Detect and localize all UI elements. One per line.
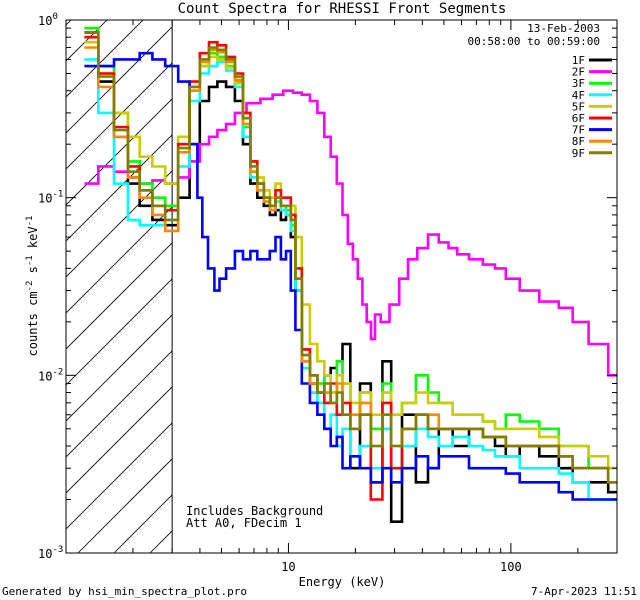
- y-tick-labels: 100 10-1 10-2 10-3: [38, 12, 63, 561]
- chart-title: Count Spectra for RHESSI Front Segments: [178, 1, 507, 17]
- y-tick-label: 10-3: [38, 545, 63, 561]
- legend-label-5F: 5F: [572, 100, 585, 113]
- x-tick-label: 100: [500, 560, 522, 574]
- legend-label-3F: 3F: [572, 77, 585, 90]
- hatch-line: [66, 206, 173, 314]
- hatch-line: [66, 20, 108, 62]
- date-label: 13-Feb-2003: [527, 22, 600, 35]
- annotation-background: Includes Background: [186, 504, 323, 518]
- hatch-line: [66, 422, 173, 530]
- x-tick-labels: 10 100: [281, 560, 522, 574]
- legend-label-1F: 1F: [572, 54, 585, 67]
- hatch-line: [66, 20, 144, 98]
- x-tick-label: 10: [281, 560, 295, 574]
- y-tick-label: 100: [38, 12, 58, 28]
- legend-label-6F: 6F: [572, 112, 585, 125]
- hatch-line: [66, 386, 173, 494]
- axis-ticks: [65, 19, 618, 554]
- annotation-attenuator: Att A0, FDecim 1: [186, 516, 302, 530]
- hatch-line: [66, 170, 173, 278]
- y-tick-label: 10-2: [38, 367, 63, 383]
- legend-label-4F: 4F: [572, 89, 585, 102]
- y-tick-label: 10-1: [38, 190, 63, 206]
- legend-label-9F: 9F: [572, 147, 585, 160]
- hatch-line: [66, 350, 173, 458]
- hatch-line: [66, 242, 173, 350]
- time-range-label: 00:58:00 to 00:59:00: [468, 35, 600, 48]
- legend-label-7F: 7F: [572, 124, 585, 137]
- footer-timestamp: 7-Apr-2023 11:51: [531, 585, 637, 598]
- legend-label-2F: 2F: [572, 66, 585, 79]
- plot-frame: [65, 19, 618, 554]
- y-axis-label: counts cm-2 s-1 keV-1: [25, 216, 40, 357]
- legend-label-8F: 8F: [572, 135, 585, 148]
- series-2F: [84, 89, 617, 377]
- series-lines: [84, 26, 617, 523]
- x-axis-label: Energy (keV): [299, 575, 386, 589]
- footer-generator: Generated by hsi_min_spectra_plot.pro: [2, 585, 247, 598]
- series-9F: [84, 31, 617, 484]
